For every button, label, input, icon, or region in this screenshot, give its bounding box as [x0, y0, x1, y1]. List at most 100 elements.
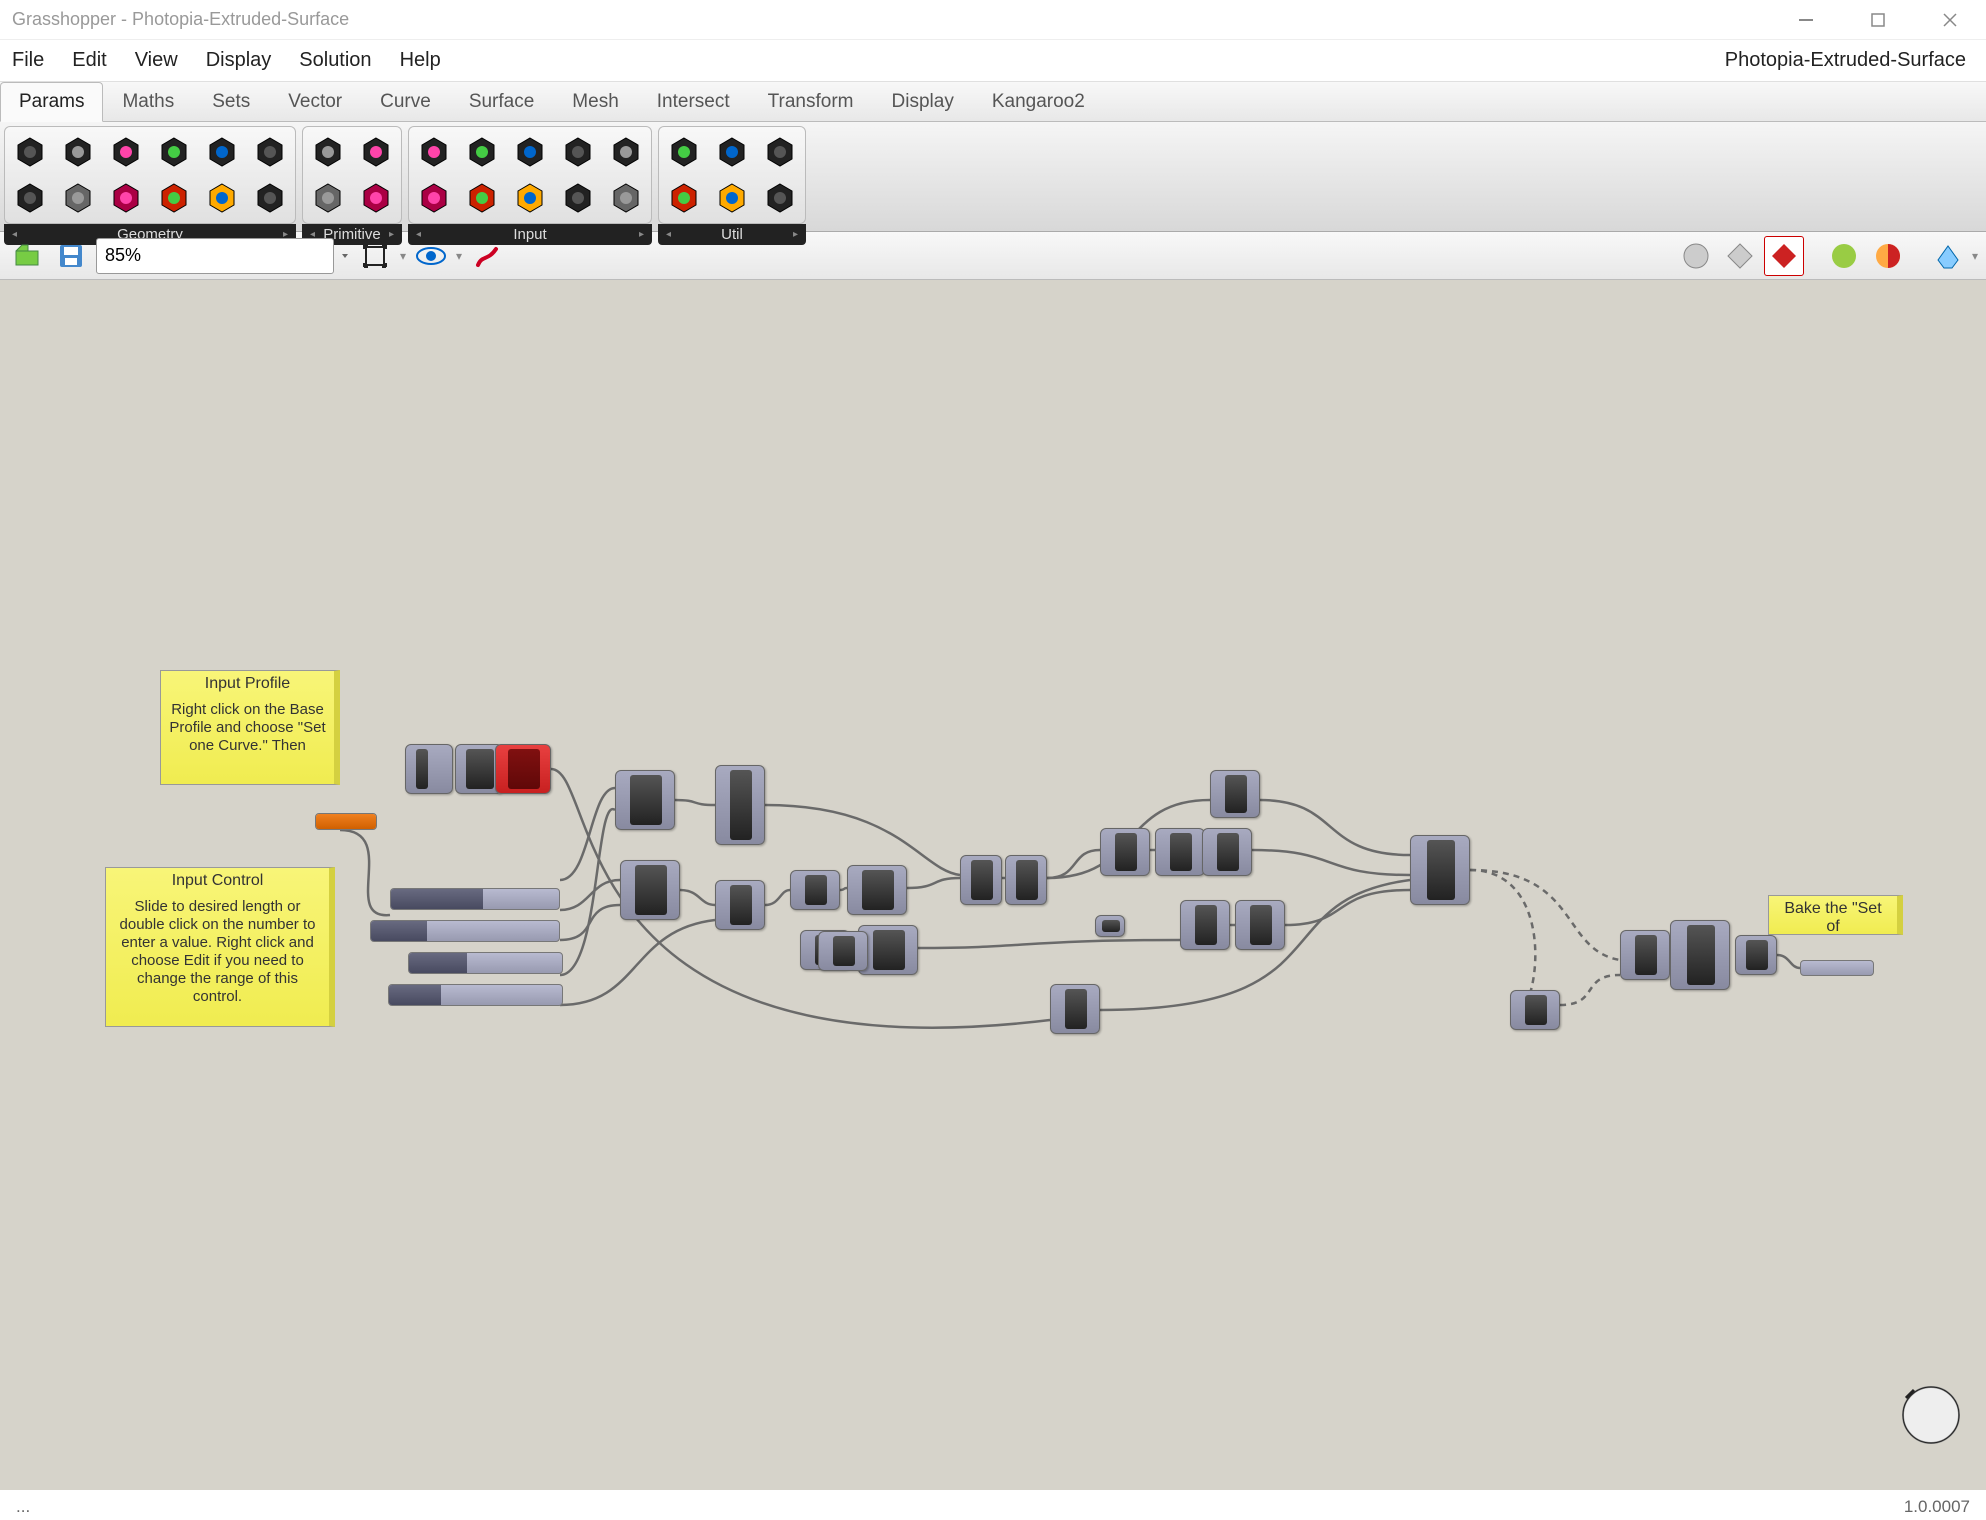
- node[interactable]: [1735, 935, 1777, 975]
- tab-intersect[interactable]: Intersect: [638, 82, 749, 121]
- tab-vector[interactable]: Vector: [269, 82, 361, 121]
- tab-display[interactable]: Display: [873, 82, 973, 121]
- save-button[interactable]: [52, 237, 90, 275]
- ribbon-icon[interactable]: [201, 131, 243, 173]
- minimize-button[interactable]: [1770, 0, 1842, 40]
- slider[interactable]: [388, 984, 563, 1006]
- ribbon-icon[interactable]: [355, 177, 397, 219]
- menu-display[interactable]: Display: [206, 49, 272, 72]
- display-icon-1[interactable]: [1824, 236, 1864, 276]
- ribbon-icon[interactable]: [663, 131, 705, 173]
- ribbon-icon[interactable]: [509, 177, 551, 219]
- ribbon-icon[interactable]: [711, 177, 753, 219]
- display-icon-2[interactable]: [1868, 236, 1908, 276]
- tab-mesh[interactable]: Mesh: [553, 82, 637, 121]
- canvas[interactable]: Input ProfileRight click on the Base Pro…: [0, 280, 1986, 1490]
- ribbon-icon[interactable]: [461, 177, 503, 219]
- ribbon-icon[interactable]: [355, 131, 397, 173]
- node[interactable]: [715, 880, 765, 930]
- node[interactable]: [1005, 855, 1047, 905]
- ribbon-icon[interactable]: [461, 131, 503, 173]
- node[interactable]: [1100, 828, 1150, 876]
- sketch-button[interactable]: [468, 237, 506, 275]
- node[interactable]: [847, 865, 907, 915]
- ribbon-icon[interactable]: [663, 177, 705, 219]
- menu-file[interactable]: File: [12, 49, 44, 72]
- tab-params[interactable]: Params: [0, 82, 103, 122]
- ribbon-icon[interactable]: [759, 177, 801, 219]
- node[interactable]: [1670, 920, 1730, 990]
- node[interactable]: [818, 931, 868, 971]
- slider[interactable]: [370, 920, 560, 942]
- node[interactable]: [1155, 828, 1205, 876]
- slider[interactable]: [1800, 960, 1874, 976]
- ribbon-icon[interactable]: [605, 131, 647, 173]
- compass-widget[interactable]: [1896, 1380, 1966, 1450]
- slider[interactable]: [390, 888, 560, 910]
- node[interactable]: [1410, 835, 1470, 905]
- panel-input_profile[interactable]: Input ProfileRight click on the Base Pro…: [160, 670, 340, 785]
- maximize-button[interactable]: [1842, 0, 1914, 40]
- panel-bake[interactable]: Bake the "Set of: [1768, 895, 1903, 935]
- node[interactable]: [1050, 984, 1100, 1034]
- node[interactable]: [1202, 828, 1252, 876]
- tab-kangaroo2[interactable]: Kangaroo2: [973, 82, 1104, 121]
- ribbon-icon[interactable]: [413, 131, 455, 173]
- menu-edit[interactable]: Edit: [72, 49, 106, 72]
- open-button[interactable]: [8, 237, 46, 275]
- display-icon-3[interactable]: [1928, 236, 1968, 276]
- node[interactable]: [620, 860, 680, 920]
- zoom-dropdown-icon[interactable]: [340, 238, 350, 274]
- node[interactable]: [1095, 915, 1125, 937]
- ribbon-icon[interactable]: [307, 131, 349, 173]
- node[interactable]: [1180, 900, 1230, 950]
- menu-solution[interactable]: Solution: [299, 49, 371, 72]
- ribbon-icon[interactable]: [105, 177, 147, 219]
- slider[interactable]: [408, 952, 563, 974]
- ribbon-icon[interactable]: [249, 131, 291, 173]
- node[interactable]: [405, 744, 453, 794]
- ribbon-icon[interactable]: [9, 131, 51, 173]
- ribbon-icon[interactable]: [759, 131, 801, 173]
- shade-icon-2[interactable]: [1720, 236, 1760, 276]
- ribbon-icon[interactable]: [201, 177, 243, 219]
- ribbon-icon[interactable]: [605, 177, 647, 219]
- ribbon-icon[interactable]: [413, 177, 455, 219]
- ribbon-icon[interactable]: [57, 131, 99, 173]
- node[interactable]: [1235, 900, 1285, 950]
- ribbon-icon[interactable]: [557, 177, 599, 219]
- tab-surface[interactable]: Surface: [450, 82, 553, 121]
- menu-help[interactable]: Help: [400, 49, 441, 72]
- tab-sets[interactable]: Sets: [193, 82, 269, 121]
- node[interactable]: [715, 765, 765, 845]
- ribbon-icon[interactable]: [153, 177, 195, 219]
- ribbon-icon[interactable]: [153, 131, 195, 173]
- slider[interactable]: [315, 813, 377, 830]
- ribbon-icon[interactable]: [57, 177, 99, 219]
- preview-button[interactable]: [412, 237, 450, 275]
- zoom-fit-button[interactable]: [356, 237, 394, 275]
- panel-input_control[interactable]: Input ControlSlide to desired length or …: [105, 867, 335, 1027]
- ribbon-icon[interactable]: [249, 177, 291, 219]
- ribbon-icon[interactable]: [557, 131, 599, 173]
- menu-view[interactable]: View: [135, 49, 178, 72]
- node[interactable]: [960, 855, 1002, 905]
- close-button[interactable]: [1914, 0, 1986, 40]
- node[interactable]: [1620, 930, 1670, 980]
- tab-curve[interactable]: Curve: [361, 82, 450, 121]
- ribbon-icon[interactable]: [509, 131, 551, 173]
- shade-icon-3[interactable]: [1764, 236, 1804, 276]
- node[interactable]: [790, 870, 840, 910]
- node[interactable]: [495, 744, 551, 794]
- node[interactable]: [1510, 990, 1560, 1030]
- tab-maths[interactable]: Maths: [103, 82, 193, 121]
- ribbon-icon[interactable]: [105, 131, 147, 173]
- ribbon-icon[interactable]: [307, 177, 349, 219]
- ribbon-icon[interactable]: [711, 131, 753, 173]
- node[interactable]: [1210, 770, 1260, 818]
- ribbon-icon[interactable]: [9, 177, 51, 219]
- zoom-input[interactable]: [96, 238, 334, 274]
- tab-transform[interactable]: Transform: [749, 82, 873, 121]
- node[interactable]: [615, 770, 675, 830]
- shade-icon-1[interactable]: [1676, 236, 1716, 276]
